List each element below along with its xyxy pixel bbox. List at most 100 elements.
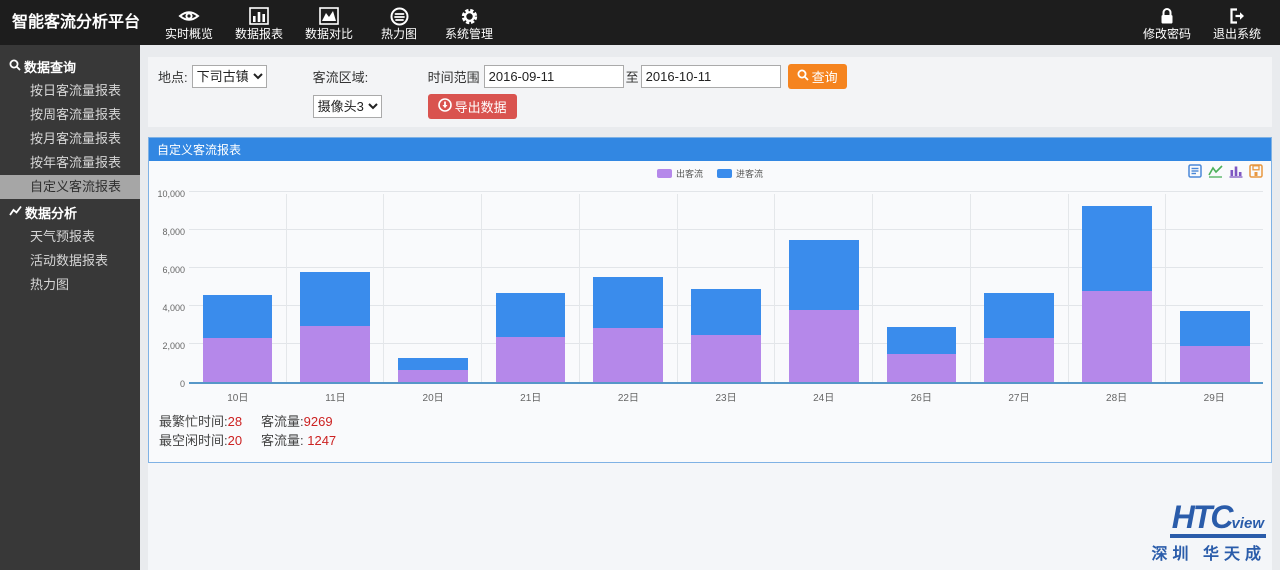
sidebar-header-data-analysis: 数据分析 [0,199,140,225]
x-axis-label: 28日 [1068,384,1166,404]
logo-caption: 深圳 华天成 [1152,540,1266,564]
stacked-bar[interactable] [1180,311,1250,382]
stacked-bar[interactable] [593,277,663,382]
chart-category[interactable] [481,194,579,382]
bar-segment-进客流 [203,295,273,338]
sidebar-item-weekly-report[interactable]: 按周客流量报表 [0,103,140,127]
chart-category[interactable] [677,194,775,382]
area-label: 客流区域: [313,67,369,86]
gridline [189,191,1263,192]
bar-segment-进客流 [398,358,468,370]
navbar-right: 修改密码 退出系统 [1132,0,1280,45]
date-from-input[interactable] [484,65,624,88]
stacked-bar[interactable] [203,295,273,382]
stacked-bar[interactable] [496,293,566,382]
chart-category[interactable] [774,194,872,382]
legend-swatch-in [717,169,732,178]
camera-select[interactable]: 摄像头3 [313,95,382,118]
nav-item-realtime-overview[interactable]: 实时概览 [154,0,224,45]
query-button[interactable]: 查询 [788,64,847,89]
export-data-button[interactable]: 导出数据 [428,94,517,119]
legend-item-in[interactable]: 进客流 [717,167,763,180]
legend-item-out[interactable]: 出客流 [657,167,703,180]
chart-category[interactable] [1068,194,1166,382]
filter-bar: 地点: 下司古镇 客流区域: 摄像头3 [148,57,1272,127]
y-axis-label: 10,000 [155,189,185,199]
bar-chart-switch-icon[interactable] [1229,164,1243,178]
bar-segment-出客流 [300,326,370,382]
sidebar-item-yearly-report[interactable]: 按年客流量报表 [0,151,140,175]
stacked-bar[interactable] [398,358,468,382]
bar-segment-进客流 [300,272,370,326]
bar-segment-进客流 [887,327,957,355]
bar-segment-出客流 [1180,346,1250,382]
eye-icon [178,5,200,27]
stacked-bar[interactable] [691,289,761,382]
nav-item-data-compare[interactable]: 数据对比 [294,0,364,45]
x-axis-label: 29日 [1165,384,1263,404]
y-axis-label: 4,000 [155,303,185,313]
search-icon [9,59,21,74]
chart-category[interactable] [970,194,1068,382]
bar-segment-进客流 [789,240,859,310]
idle-time-label: 最空闲时间: [159,433,228,448]
stacked-bar[interactable] [887,327,957,382]
nav-item-heatmap[interactable]: 热力图 [364,0,434,45]
htcview-logo: HTCview 深圳 华天成 [1152,501,1266,564]
sidebar-item-daily-report[interactable]: 按日客流量报表 [0,79,140,103]
bar-segment-出客流 [789,310,859,382]
stacked-bar[interactable] [789,240,859,382]
save-image-icon[interactable] [1249,164,1263,178]
data-view-icon[interactable] [1188,164,1202,178]
lock-icon [1159,5,1175,27]
nav-item-data-report[interactable]: 数据报表 [224,0,294,45]
bar-segment-进客流 [984,293,1054,338]
x-axis-label: 22日 [580,384,678,404]
bar-segment-进客流 [691,289,761,335]
stacked-bar[interactable] [300,272,370,382]
chart-category[interactable] [383,194,481,382]
nav-item-system-admin[interactable]: 系统管理 [434,0,504,45]
idle-count-label: 客流量: [261,433,304,448]
chart-category[interactable] [286,194,384,382]
legend-swatch-out [657,169,672,178]
bar-segment-出客流 [1082,291,1152,382]
chart-summary: 最繁忙时间:28 客流量:9269 最空闲时间:20 客流量: 1247 [149,404,1271,462]
sidebar-header-data-query: 数据查询 [0,53,140,79]
bar-segment-出客流 [203,338,273,382]
stacked-bar[interactable] [984,293,1054,382]
x-axis-label: 11日 [287,384,385,404]
bar-segment-出客流 [593,328,663,382]
custom-report-panel: 自定义客流报表 出客流 进客流 [148,137,1272,463]
y-axis-label: 6,000 [155,265,185,275]
busiest-count-label: 客流量: [261,414,304,429]
date-to-input[interactable] [641,65,781,88]
chart-category[interactable] [872,194,970,382]
download-circle-icon [438,98,452,115]
heatmap-icon [390,5,409,27]
time-range-label: 时间范围 [428,67,480,86]
sidebar-item-activity-report[interactable]: 活动数据报表 [0,249,140,273]
chart-plot[interactable] [189,194,1263,384]
sidebar-item-custom-report[interactable]: 自定义客流报表 [0,175,140,199]
line-chart-switch-icon[interactable] [1208,164,1223,178]
sidebar: 数据查询 按日客流量报表 按周客流量报表 按月客流量报表 按年客流量报表 自定义… [0,45,140,570]
chart-category[interactable] [579,194,677,382]
sidebar-item-weather-report[interactable]: 天气预报表 [0,225,140,249]
nav-item-logout[interactable]: 退出系统 [1202,0,1272,45]
x-axis-label: 10日 [189,384,287,404]
nav-item-change-password[interactable]: 修改密码 [1132,0,1202,45]
bar-segment-进客流 [496,293,566,337]
x-axis-label: 26日 [872,384,970,404]
gear-icon [460,5,479,27]
bar-segment-出客流 [691,335,761,382]
sidebar-item-monthly-report[interactable]: 按月客流量报表 [0,127,140,151]
y-axis-label: 8,000 [155,227,185,237]
stacked-bar[interactable] [1082,206,1152,382]
bar-segment-出客流 [887,354,957,382]
chart-category[interactable] [189,194,286,382]
location-select[interactable]: 下司古镇 [192,65,267,88]
sidebar-item-heatmap[interactable]: 热力图 [0,273,140,297]
chart-category[interactable] [1165,194,1263,382]
footer-area: HTCview 深圳 华天成 [148,463,1272,570]
